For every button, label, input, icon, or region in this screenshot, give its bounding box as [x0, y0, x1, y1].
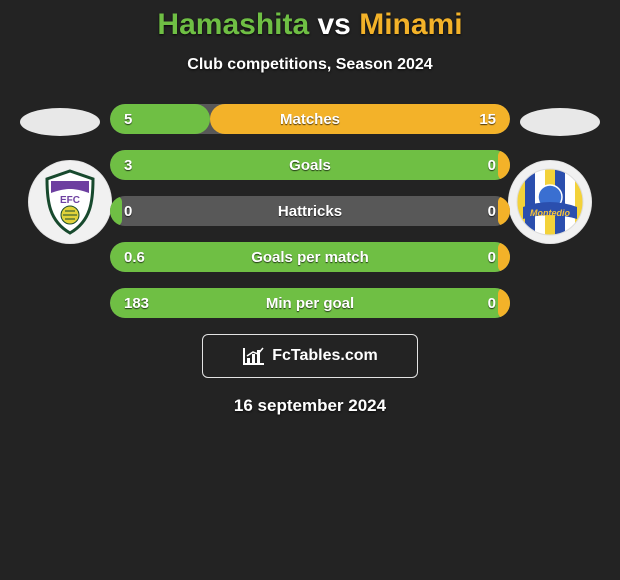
stat-value-right: 0	[474, 288, 510, 318]
stat-row: 0.60Goals per match	[110, 242, 510, 272]
stat-value-right: 0	[474, 150, 510, 180]
stat-row: 515Matches	[110, 104, 510, 134]
stat-value-left: 5	[110, 104, 146, 134]
crest-left-initials: EFC	[60, 195, 80, 206]
brand-box[interactable]: FcTables.com	[202, 334, 418, 378]
club-crest-left: EFC	[28, 160, 112, 244]
stat-value-right: 0	[474, 196, 510, 226]
stat-value-left: 3	[110, 150, 146, 180]
date-line: 16 september 2024	[0, 396, 620, 416]
vs-text: vs	[318, 8, 351, 41]
stat-row: 0 0Hattricks	[110, 196, 510, 226]
stat-value-right: 15	[465, 104, 510, 134]
stat-row: 1830Min per goal	[110, 288, 510, 318]
stat-bar-left	[110, 288, 510, 318]
content-area: EFC Montedio 515Mat	[0, 104, 620, 416]
stat-value-left: 183	[110, 288, 163, 318]
player1-name: Hamashita	[157, 8, 309, 41]
country-flag-right	[520, 108, 600, 136]
player2-name: Minami	[359, 8, 462, 41]
subtitle: Club competitions, Season 2024	[0, 56, 620, 74]
stat-bar-left	[110, 242, 510, 272]
stat-label: Hattricks	[110, 196, 510, 226]
stat-value-left: 0.6	[110, 242, 159, 272]
stat-value-left: 0	[110, 196, 146, 226]
crest-right-banner: Montedio	[530, 208, 570, 218]
badge-icon: Montedio	[515, 167, 585, 237]
stats-list: 515Matches30Goals00Hattricks0.60Goals pe…	[110, 104, 510, 318]
page-title: Hamashita vs Minami	[0, 0, 620, 42]
stat-value-right: 0	[474, 242, 510, 272]
stat-row: 30Goals	[110, 150, 510, 180]
club-crest-right: Montedio	[508, 160, 592, 244]
country-flag-left	[20, 108, 100, 136]
brand-text: FcTables.com	[272, 347, 378, 365]
stat-bar-left	[110, 150, 510, 180]
shield-icon: EFC	[35, 167, 105, 237]
chart-icon	[242, 346, 266, 366]
